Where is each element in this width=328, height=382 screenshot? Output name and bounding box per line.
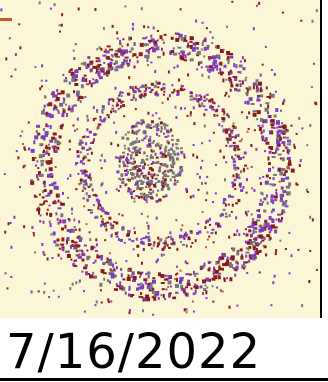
date-stamp: 7/16/2022 [0,318,328,382]
seal-image-panel [0,0,320,318]
corner-mark [0,18,12,21]
date-underline [0,378,328,381]
date-text: 7/16/2022 [6,324,262,380]
panel-right-edge [320,0,322,320]
seal-icon [0,0,318,316]
